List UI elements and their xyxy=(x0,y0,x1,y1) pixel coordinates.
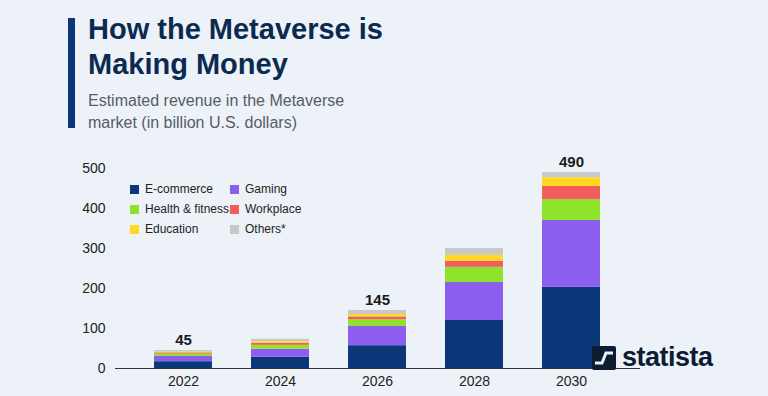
svg-text:2026: 2026 xyxy=(362,373,393,389)
svg-text:2024: 2024 xyxy=(265,373,296,389)
svg-text:490: 490 xyxy=(559,153,584,170)
svg-text:500: 500 xyxy=(82,160,106,176)
html-text:Others*: Others* xyxy=(245,222,286,236)
svg-text:200: 200 xyxy=(82,280,106,296)
html-text:E-commerce: E-commerce xyxy=(145,182,213,196)
svg-text:2030: 2030 xyxy=(556,373,587,389)
svg-text:100: 100 xyxy=(82,320,106,336)
svg-text:0: 0 xyxy=(98,360,106,376)
html-text:Estimated revenue in the Metav: Estimated revenue in the Metaverse marke… xyxy=(88,92,345,131)
html-text:Workplace: Workplace xyxy=(245,202,302,216)
html-text:statista: statista xyxy=(622,342,713,372)
svg-text:145: 145 xyxy=(365,291,390,308)
html-text:How the Metaverse is Making Mo: How the Metaverse is Making Money xyxy=(88,13,383,80)
html-text:Health & fitness: Health & fitness xyxy=(145,202,229,216)
html-text:Education: Education xyxy=(145,222,199,236)
svg-text:300: 300 xyxy=(82,240,106,256)
svg-text:2022: 2022 xyxy=(168,373,199,389)
svg-text:2028: 2028 xyxy=(459,373,490,389)
svg-text:400: 400 xyxy=(82,200,106,216)
html-text:Gaming: Gaming xyxy=(245,182,287,196)
svg-text:45: 45 xyxy=(175,331,192,348)
